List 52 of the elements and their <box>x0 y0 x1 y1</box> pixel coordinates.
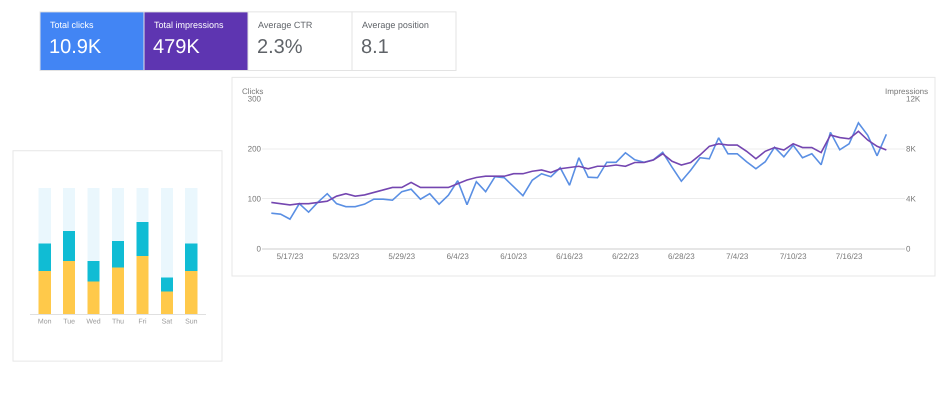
bar <box>63 230 76 262</box>
bar <box>136 256 149 314</box>
y2-tick-label: 12K <box>906 94 921 104</box>
x-tick-label: 5/29/23 <box>388 252 416 262</box>
bar <box>87 261 100 282</box>
y-tick-label: 0 <box>256 244 262 254</box>
bar <box>63 261 76 314</box>
x-tick-label: 6/28/23 <box>668 252 696 262</box>
bar <box>63 188 76 231</box>
x-tick-label: 6/16/23 <box>556 252 584 262</box>
y2-tick-label: 0 <box>906 244 911 254</box>
text: Total impressions <box>154 20 224 30</box>
bar <box>87 188 100 262</box>
text: Average position <box>362 20 429 30</box>
x-tick-label: 7/16/23 <box>836 252 863 262</box>
x-tick-label: 5/23/23 <box>332 252 360 262</box>
y2-tick-label: 8K <box>906 144 916 154</box>
x-tick-label: 7/10/23 <box>780 252 808 262</box>
bar <box>112 240 124 268</box>
text: 479K <box>153 36 200 58</box>
bar <box>185 243 198 272</box>
text: 2.3% <box>257 36 303 58</box>
bar <box>160 291 173 314</box>
bar <box>136 222 149 256</box>
bar <box>38 271 51 314</box>
bar <box>185 271 198 314</box>
bar <box>38 188 51 244</box>
bar <box>38 243 51 272</box>
y2-axis-title: Impressions <box>885 87 928 96</box>
text: Total clicks <box>50 20 94 30</box>
x-tick-label: 7/4/23 <box>726 252 749 262</box>
y-tick-label: 100 <box>248 194 262 204</box>
x-tick-label: 6/10/23 <box>500 252 528 262</box>
bar <box>160 188 173 278</box>
x-tick-label: 6/22/23 <box>612 252 640 262</box>
text: 10.9K <box>49 36 102 58</box>
y2-tick-label: 4K <box>906 194 916 204</box>
bar <box>87 281 100 314</box>
bar <box>112 188 124 241</box>
bar <box>136 188 149 222</box>
x-tick-label: 5/17/23 <box>276 252 304 262</box>
bar <box>185 188 198 244</box>
text: Average CTR <box>258 20 313 30</box>
line-series <box>270 130 888 206</box>
bar <box>112 267 124 314</box>
y-tick-label: 200 <box>248 144 262 154</box>
line-series <box>270 122 888 220</box>
y-tick-label: 300 <box>248 94 262 104</box>
text: 8.1 <box>361 36 389 58</box>
y-axis-title: Clicks <box>242 87 264 96</box>
x-tick-label: 6/4/23 <box>446 252 470 262</box>
bar <box>160 278 173 292</box>
